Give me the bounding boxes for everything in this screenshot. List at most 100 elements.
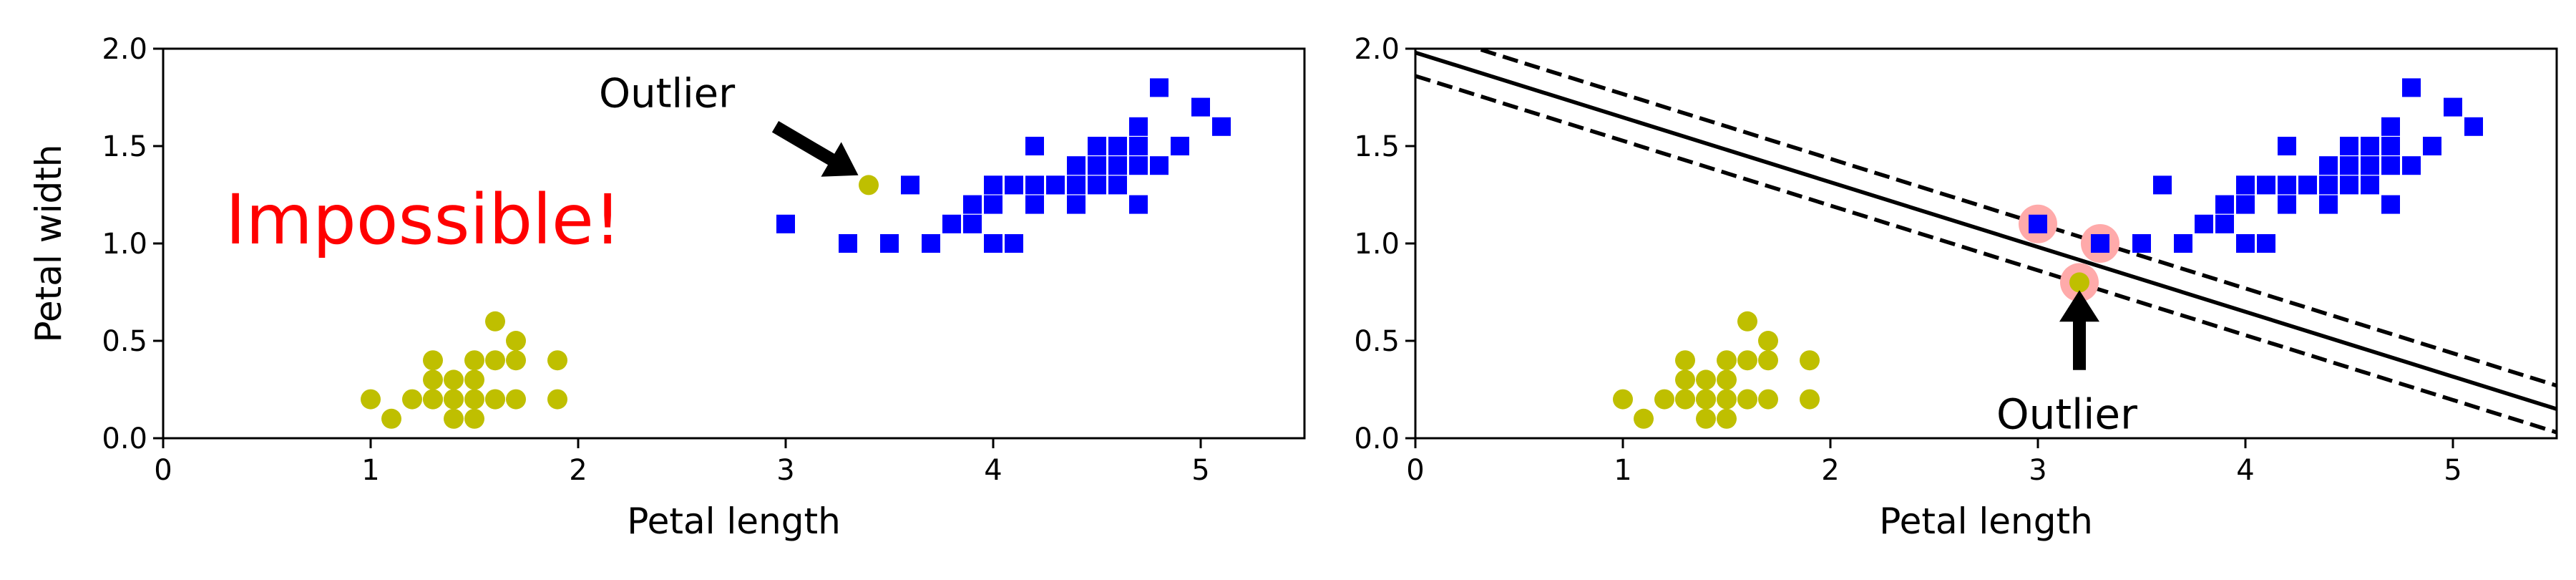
setosa-point	[444, 389, 464, 410]
right-y-tick-label: 1.0	[1354, 228, 1400, 261]
left-y-tick-label: 2.0	[102, 33, 147, 66]
versicolor-point	[1088, 137, 1106, 155]
setosa-point	[464, 408, 484, 429]
versicolor-point	[1067, 175, 1085, 195]
setosa-point	[464, 350, 484, 371]
versicolor-point	[2319, 156, 2338, 175]
right-x-tick-label: 5	[2444, 454, 2462, 487]
setosa-point	[1634, 408, 1654, 429]
versicolor-point	[2236, 195, 2255, 214]
setosa-point	[1717, 389, 1737, 410]
versicolor-point	[2381, 156, 2400, 175]
decision-boundary-line	[1415, 50, 2557, 411]
versicolor-point	[2402, 78, 2421, 97]
setosa-point	[485, 350, 505, 371]
versicolor-point	[776, 214, 795, 233]
margin-line	[1415, 74, 2557, 435]
versicolor-point	[1129, 195, 1148, 214]
versicolor-point	[1067, 156, 1085, 175]
versicolor-point	[1191, 97, 1210, 117]
versicolor-point	[2257, 234, 2275, 253]
setosa-point	[1613, 389, 1633, 410]
left-y-tick-label: 1.5	[102, 130, 147, 163]
versicolor-point	[963, 195, 982, 214]
versicolor-point	[2464, 117, 2483, 136]
setosa-point	[1758, 350, 1778, 371]
setosa-point	[464, 389, 484, 410]
setosa-point	[423, 389, 443, 410]
versicolor-point	[2257, 175, 2275, 195]
right-plot-panel: 0 1 2 3 4 5 0.0 0.5 1.0 1.5 2.0 Outlier Petal leng…	[1354, 33, 2558, 542]
versicolor-point	[1108, 175, 1127, 195]
setosa-point	[1717, 408, 1737, 429]
versicolor-point	[2278, 195, 2296, 214]
right-y-tick-label: 2.0	[1354, 33, 1400, 66]
versicolor-point	[942, 214, 961, 233]
setosa-point	[381, 408, 401, 429]
right-y-tick-label: 0.5	[1354, 325, 1400, 358]
versicolor-point	[1005, 234, 1023, 253]
versicolor-point	[2340, 175, 2358, 195]
versicolor-point	[2153, 175, 2172, 195]
setosa-point	[1654, 389, 1674, 410]
setosa-point	[423, 350, 443, 371]
versicolor-point	[2340, 156, 2358, 175]
left-y-axis-label: Petal width	[28, 145, 69, 343]
versicolor-point	[1150, 156, 1169, 175]
left-x-tick-label: 0	[154, 454, 172, 487]
versicolor-point	[2029, 214, 2047, 233]
setosa-point	[1696, 369, 1716, 390]
versicolor-point	[2381, 117, 2400, 136]
versicolor-point	[880, 234, 899, 253]
setosa-point	[1675, 369, 1695, 390]
setosa-point	[1758, 389, 1778, 410]
left-y-tick-label: 0.5	[102, 325, 147, 358]
versicolor-point	[1088, 156, 1106, 175]
versicolor-point	[2132, 234, 2151, 253]
setosa-point	[1800, 389, 1820, 410]
setosa-point	[1800, 350, 1820, 371]
setosa-point	[1737, 389, 1757, 410]
setosa-point	[1717, 369, 1737, 390]
versicolor-point	[2402, 156, 2421, 175]
setosa-point	[1696, 408, 1716, 429]
versicolor-point	[1088, 175, 1106, 195]
setosa-point	[444, 408, 464, 429]
left-x-tick-label: 5	[1191, 454, 1209, 487]
versicolor-point	[2381, 195, 2400, 214]
setosa-point	[506, 331, 526, 351]
right-x-tick-label: 4	[2236, 454, 2254, 487]
outlier-point	[2069, 272, 2089, 293]
setosa-point	[444, 369, 464, 390]
setosa-point	[1717, 350, 1737, 371]
right-x-axis-label: Petal length	[1879, 501, 2093, 542]
versicolor-point	[1171, 137, 1189, 155]
setosa-point	[423, 369, 443, 390]
setosa-point	[547, 350, 567, 371]
versicolor-point	[1025, 137, 1044, 155]
setosa-point	[485, 311, 505, 332]
setosa-point	[1758, 331, 1778, 351]
versicolor-point	[2361, 137, 2379, 155]
versicolor-point	[2236, 234, 2255, 253]
left-x-tick-label: 1	[361, 454, 379, 487]
left-outlier-arrow	[771, 121, 859, 177]
versicolor-point	[2298, 175, 2317, 195]
versicolor-point	[1129, 156, 1148, 175]
versicolor-point	[2278, 137, 2296, 155]
versicolor-point	[1025, 195, 1044, 214]
versicolor-point	[2091, 234, 2109, 253]
versicolor-point	[2340, 137, 2358, 155]
versicolor-point	[2381, 137, 2400, 155]
setosa-point	[1737, 350, 1757, 371]
right-x-tick-label: 1	[1614, 454, 1631, 487]
versicolor-point	[2361, 156, 2379, 175]
setosa-point	[506, 350, 526, 371]
versicolor-point	[2195, 214, 2213, 233]
versicolor-point	[2319, 195, 2338, 214]
setosa-point	[361, 389, 381, 410]
left-outlier-label: Outlier	[599, 71, 736, 117]
setosa-point	[547, 389, 567, 410]
right-x-tick-label: 2	[1821, 454, 1839, 487]
right-outlier-arrow	[2059, 290, 2099, 370]
